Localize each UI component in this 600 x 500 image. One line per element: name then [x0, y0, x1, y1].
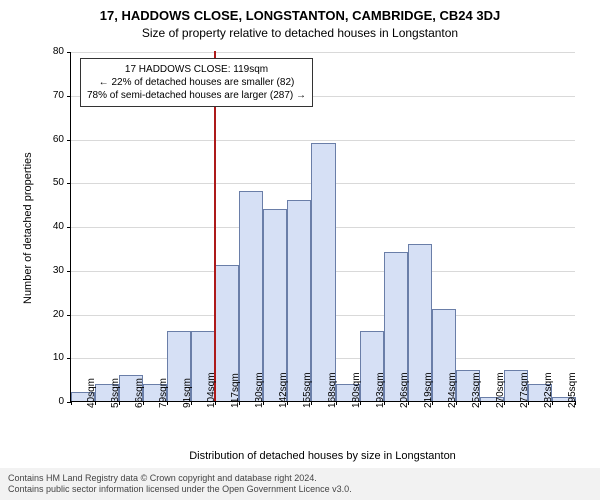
y-tick-label: 70: [42, 90, 64, 101]
annotation-line-1: 17 HADDOWS CLOSE: 119sqm: [87, 63, 306, 76]
y-tick-label: 10: [42, 352, 64, 363]
gridline: [71, 140, 575, 141]
x-tick-label: 91sqm: [182, 378, 193, 408]
histogram-bar: [311, 143, 335, 401]
x-tick-label: 180sqm: [351, 372, 362, 408]
x-tick-label: 270sqm: [495, 372, 506, 408]
x-tick-label: 142sqm: [278, 372, 289, 408]
x-axis-label: Distribution of detached houses by size …: [70, 450, 575, 462]
y-tick: [67, 358, 71, 359]
y-tick-label: 0: [42, 396, 64, 407]
x-tick: [71, 401, 72, 405]
footer-attribution: Contains HM Land Registry data © Crown c…: [0, 468, 600, 500]
annotation-line-3: 78% of semi-detached houses are larger (…: [87, 89, 306, 102]
x-tick-label: 277sqm: [519, 372, 530, 408]
x-tick-label: 53sqm: [110, 378, 121, 408]
title-address: 17, HADDOWS CLOSE, LONGSTANTON, CAMBRIDG…: [0, 0, 600, 23]
x-tick-label: 234sqm: [447, 372, 458, 408]
x-tick-label: 104sqm: [206, 372, 217, 408]
y-tick: [67, 271, 71, 272]
x-tick-label: 206sqm: [399, 372, 410, 408]
title-subtitle: Size of property relative to detached ho…: [0, 23, 600, 40]
x-tick-label: 130sqm: [254, 372, 265, 408]
y-tick-label: 20: [42, 309, 64, 320]
x-tick-label: 117sqm: [230, 373, 241, 408]
y-tick: [67, 52, 71, 53]
y-axis-label: Number of detached properties: [22, 152, 34, 304]
y-tick: [67, 183, 71, 184]
x-tick-label: 79sqm: [158, 378, 169, 408]
x-tick-label: 219sqm: [423, 372, 434, 408]
x-tick-label: 155sqm: [302, 372, 313, 408]
y-tick-label: 30: [42, 265, 64, 276]
footer-line-2: Contains public sector information licen…: [8, 484, 592, 495]
annotation-line-2: ← 22% of detached houses are smaller (82…: [87, 76, 306, 89]
x-tick-label: 66sqm: [134, 378, 145, 408]
y-tick-label: 50: [42, 177, 64, 188]
chart-annotation-box: 17 HADDOWS CLOSE: 119sqm ← 22% of detach…: [80, 58, 313, 107]
footer-line-1: Contains HM Land Registry data © Crown c…: [8, 473, 592, 484]
x-tick-label: 40sqm: [86, 378, 97, 408]
y-tick: [67, 315, 71, 316]
histogram-bar: [287, 200, 311, 401]
x-tick-label: 193sqm: [375, 372, 386, 408]
histogram-bar: [239, 191, 263, 401]
y-tick-label: 60: [42, 134, 64, 145]
x-tick-label: 295sqm: [567, 372, 578, 408]
y-tick-label: 80: [42, 46, 64, 57]
gridline: [71, 52, 575, 53]
x-tick-label: 168sqm: [327, 372, 338, 408]
x-tick-label: 282sqm: [543, 372, 554, 408]
y-tick: [67, 227, 71, 228]
x-tick-label: 253sqm: [471, 372, 482, 408]
y-tick: [67, 140, 71, 141]
y-tick-label: 40: [42, 221, 64, 232]
y-tick: [67, 96, 71, 97]
